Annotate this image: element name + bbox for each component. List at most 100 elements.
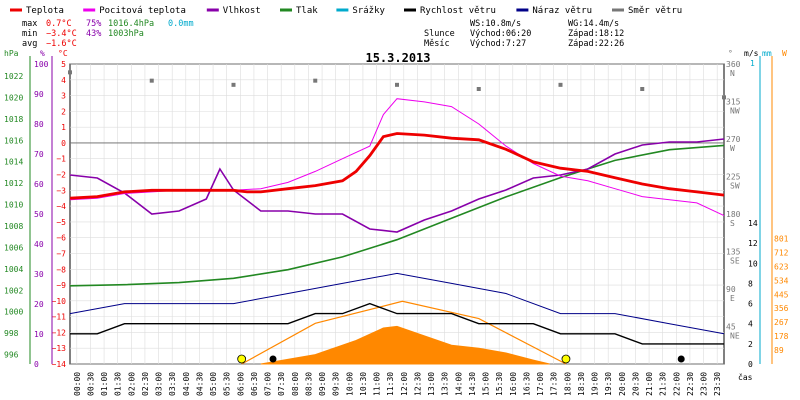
pct-tick: 10	[34, 330, 44, 339]
x-tick-label: 08:30	[304, 372, 313, 396]
w-tick: 267	[774, 318, 789, 327]
dir-tick: 180	[726, 210, 741, 219]
x-tick-label: 18:00	[563, 372, 572, 396]
stat-sunrise: Východ:06:20	[470, 29, 531, 39]
dir-name: S	[730, 219, 735, 228]
temp-tick: −7	[56, 249, 66, 258]
temp-tick: 1	[61, 123, 66, 132]
moonrise-marker	[269, 355, 277, 363]
hpa-tick: 1016	[4, 136, 23, 145]
pressure-line	[69, 144, 725, 287]
stat-avg-temp: −1.6°C	[46, 39, 77, 49]
pct-tick: 90	[34, 90, 44, 99]
x-tick-label: 23:30	[713, 372, 722, 396]
legend-label-7: Směr větru	[628, 6, 682, 16]
x-tick-label: 09:00	[318, 372, 327, 396]
x-tick-label: 20:30	[631, 372, 640, 396]
hpa-tick: 1000	[4, 308, 23, 317]
pct-tick: 100	[34, 60, 49, 69]
stat-min-label: min	[22, 29, 37, 39]
axes: hPa% °C1022102010181016101410121010100810…	[4, 49, 789, 396]
w-axis-label: W	[782, 49, 787, 58]
x-tick-label: 13:00	[427, 372, 436, 396]
hpa-tick: 998	[4, 329, 19, 338]
hpa-axis-label: hPa	[4, 49, 19, 58]
legend-label-4: Srážky	[352, 6, 385, 16]
x-tick-label: 00:00	[73, 372, 82, 396]
stat-ws: WS:10.8m/s	[470, 19, 521, 29]
stat-moonset: Západ:22:26	[568, 39, 624, 49]
pct-tick: 0	[34, 360, 39, 369]
x-tick-label: 00:30	[86, 372, 95, 396]
dir-name: NE	[730, 332, 740, 341]
sunrise-marker	[237, 354, 247, 364]
x-tick-label: 18:30	[577, 372, 586, 396]
legend-label-3: Tlak	[296, 6, 318, 16]
ms-tick: 0	[748, 360, 753, 369]
x-tick-label: 07:00	[264, 372, 273, 396]
ms-tick: 4	[748, 320, 753, 329]
hpa-tick: 1018	[4, 115, 23, 124]
w-tick: 445	[774, 290, 789, 299]
dir-name: E	[730, 294, 735, 303]
stat-moon-label: Měsíc	[424, 39, 450, 49]
mm-axis-label: mm	[762, 49, 772, 58]
ms-tick: 8	[748, 279, 753, 288]
x-tick-label: 14:30	[468, 372, 477, 396]
dir-tick: 45	[726, 323, 736, 332]
x-tick-label: 16:00	[509, 372, 518, 396]
x-tick-label: 05:00	[209, 372, 218, 396]
hpa-tick: 1020	[4, 93, 23, 102]
mm-tick: 1	[750, 59, 755, 68]
x-tick-label: 02:00	[127, 372, 136, 396]
temp-tick: −14	[52, 360, 67, 369]
dir-tick: 360	[726, 60, 741, 69]
x-tick-label: 02:30	[141, 372, 150, 396]
sunset-marker	[561, 354, 571, 364]
x-tick-label: 04:30	[195, 372, 204, 396]
w-tick: 712	[774, 248, 789, 257]
temp-tick: −9	[56, 281, 66, 290]
stat-wg: WG:14.4m/s	[568, 19, 619, 29]
temp-tick: −4	[56, 202, 66, 211]
pct-tick: 60	[34, 180, 44, 189]
temp-tick: −3	[56, 186, 66, 195]
w-tick: 534	[774, 276, 789, 285]
w-tick: 801	[774, 235, 789, 244]
hpa-tick: 1014	[4, 158, 23, 167]
legend-label-5: Rychlost větru	[420, 6, 496, 16]
stat-moonrise: Východ:7:27	[470, 39, 526, 49]
stat-avg-label: avg	[22, 39, 37, 49]
pct-tick: 80	[34, 120, 44, 129]
stat-max-hum: 75%	[86, 19, 101, 29]
stat-sunset: Západ:18:12	[568, 29, 624, 39]
hpa-tick: 996	[4, 351, 19, 360]
pct-axis-label: %	[40, 49, 45, 58]
x-tick-label: 14:00	[454, 372, 463, 396]
temp-tick: 4	[61, 76, 66, 85]
temp-tick: −13	[52, 344, 67, 353]
pct-tick: 70	[34, 150, 44, 159]
plot-area	[69, 63, 725, 365]
dir-name: SW	[730, 182, 740, 191]
chart-title: 15.3.2013	[365, 51, 430, 65]
hpa-tick: 1022	[4, 72, 23, 81]
x-tick-label: 09:30	[332, 372, 341, 396]
wind-dir-point	[313, 78, 318, 83]
ms-tick: 2	[748, 340, 753, 349]
temp-tick: −8	[56, 265, 66, 274]
temp-axis-label: °C	[58, 49, 68, 58]
x-tick-label: 11:30	[386, 372, 395, 396]
stat-max-temp: 0.7°C	[46, 19, 72, 29]
w-tick: 356	[774, 304, 789, 313]
hpa-tick: 1002	[4, 286, 23, 295]
x-axis-label: čas	[738, 372, 753, 382]
x-tick-label: 17:30	[550, 372, 559, 396]
humidity-line	[69, 138, 725, 233]
temp-tick: −2	[56, 171, 66, 180]
legend-label-1: Pocitová teplota	[99, 6, 186, 16]
dir-tick: 135	[726, 248, 741, 257]
moonset-marker	[677, 355, 685, 363]
wind-dir-point	[68, 70, 72, 75]
